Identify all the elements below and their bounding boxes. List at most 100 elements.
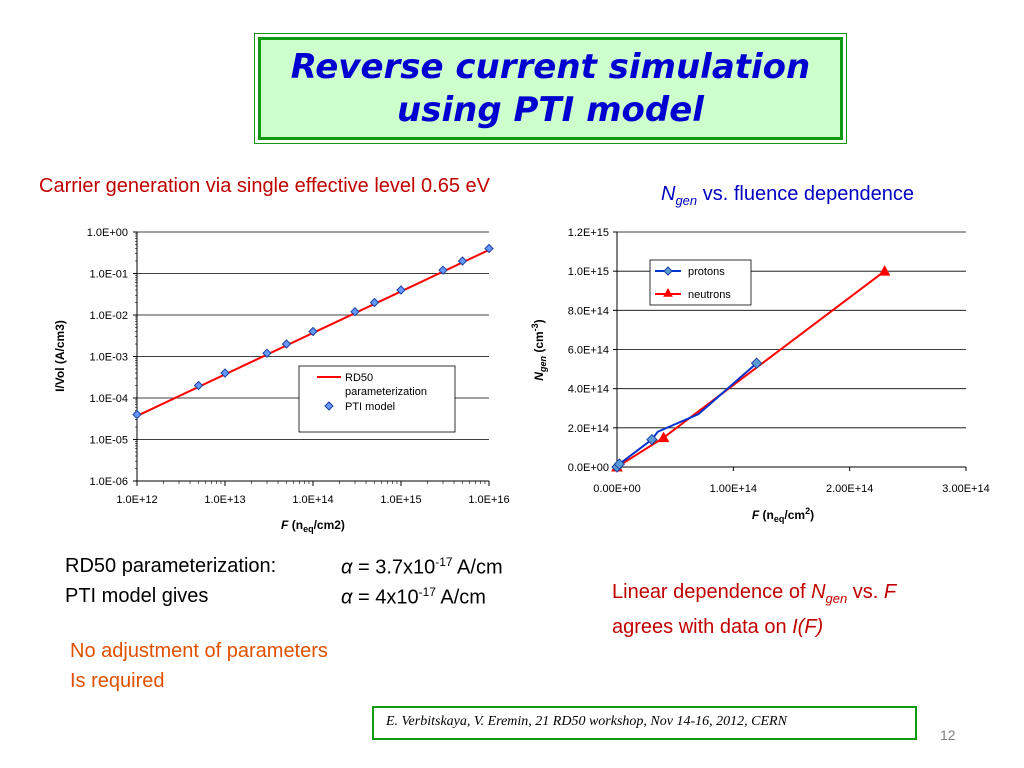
left-y-axis-label: I/Vol (A/cm3) — [53, 320, 67, 392]
right-y-tick-label: 0.0E+00 — [568, 462, 609, 474]
right-ylabel-n: N — [532, 372, 546, 381]
right-ylabel-sup: -3 — [530, 323, 540, 331]
left-pti-point — [220, 368, 230, 378]
right-protons-point — [750, 357, 763, 369]
left-xlabel-pre: (n — [288, 518, 303, 532]
left-pti-point — [369, 297, 380, 308]
rd50-alpha-line: α = 3.7x10-17 A/cm — [341, 555, 503, 580]
left-pti-point — [132, 409, 142, 420]
right-legend: protons neutrons — [649, 259, 752, 306]
right-x-tick-label: 1.00E+14 — [710, 483, 757, 495]
left-y-tick-label: 1.0E-04 — [89, 393, 128, 405]
pti-line: PTI model gives — [65, 585, 208, 608]
left-pti-point — [308, 326, 318, 337]
right-xlabel-sub: eq — [774, 514, 785, 524]
left-legend-box — [298, 365, 456, 433]
right-protons-point — [646, 433, 658, 446]
nr-f: F — [883, 581, 897, 603]
left-xlabel-sub: eq — [303, 524, 314, 534]
right-legend-protons-marker — [663, 266, 673, 276]
right-y-tick-label: 4.0E+14 — [568, 384, 609, 396]
caption-sub: gen — [675, 193, 698, 208]
left-x-axis-label: F (neq/cm2) — [281, 518, 345, 534]
nr-p1: Linear dependence of — [612, 581, 812, 603]
nr-p2: vs. — [847, 581, 884, 603]
right-ylabel-sub: gen — [538, 356, 548, 374]
right-protons-point — [613, 458, 626, 470]
left-y-tick-label: 1.0E-05 — [89, 435, 128, 447]
note-right-line-1: Linear dependence of Ngen vs. F — [612, 578, 896, 613]
note-line-2: Is required — [70, 670, 165, 692]
left-chart: 1.0E-06 1.0E-05 1.0E-04 1.0E-03 1.0E-02 1.0E-… — [53, 227, 510, 534]
right-xlabel-f: F — [752, 508, 760, 522]
slide-title: Reverse current simulation using PTI mod… — [261, 40, 840, 137]
left-pti-point — [484, 243, 494, 254]
left-x-tick-label: 1.0E+16 — [468, 494, 509, 506]
linear-dependence-note: Linear dependence of Ngen vs. F agrees w… — [612, 578, 896, 642]
right-chart-caption: Ngen vs. fluence dependence — [661, 183, 914, 208]
left-legend-rd50-1: RD50 — [345, 372, 373, 384]
right-xlabel-sup: 2 — [805, 506, 810, 516]
nr-line2b: I(F) — [792, 616, 824, 638]
right-legend-protons: protons — [688, 266, 725, 278]
right-x-tick-label: 2.00E+14 — [826, 483, 873, 495]
right-neutrons-point — [657, 431, 670, 443]
left-pti-point — [262, 348, 272, 358]
right-y-tick-label: 8.0E+14 — [568, 305, 609, 317]
left-y-tick-label: 1.0E-06 — [89, 476, 128, 488]
pti-unit: A/cm — [435, 586, 486, 609]
left-legend-pti: PTI model — [345, 401, 395, 413]
left-y-tick-label: 1.0E-03 — [89, 352, 128, 364]
left-x-tick-label: 1.0E+14 — [292, 494, 333, 506]
left-pti-point — [193, 380, 204, 391]
left-x-tick-label: 1.0E+13 — [204, 494, 245, 506]
right-y-tick-label: 6.0E+14 — [568, 345, 609, 357]
nr-line2a: agrees with data on — [612, 616, 793, 638]
left-legend: RD50 parameterization PTI model — [298, 365, 456, 433]
left-xlabel-post: /cm2) — [314, 518, 345, 532]
title-line-2: using PTI model — [397, 89, 704, 130]
right-xlabel-post: /cm — [784, 508, 805, 522]
right-legend-neutrons: neutrons — [688, 289, 731, 301]
right-ylabel-close: ) — [532, 319, 546, 323]
no-adjustment-note: No adjustment of parameters Is required — [70, 636, 328, 696]
rd50-label: RD50 parameterization: — [65, 555, 277, 577]
pti-exp: -17 — [418, 585, 436, 599]
right-xlabel-close: ) — [810, 508, 814, 522]
rd50-line: RD50 parameterization: — [65, 555, 276, 578]
left-pti-point — [457, 256, 468, 266]
pti-eq: = 4x10 — [352, 586, 419, 609]
right-protons-line — [616, 362, 758, 468]
left-y-tick-label: 1.0E+00 — [87, 227, 128, 239]
left-x-tick-label: 1.0E+12 — [116, 494, 157, 506]
right-neutrons-point — [878, 265, 891, 276]
right-y-tick-label: 1.0E+15 — [568, 266, 609, 278]
rd50-exp: -17 — [435, 555, 453, 569]
pti-alpha: α — [341, 586, 353, 609]
pti-label: PTI model gives — [65, 585, 209, 607]
citation: E. Verbitskaya, V. Eremin, 21 RD50 works… — [372, 706, 917, 740]
right-x-axis-label: F (neq/cm2) — [752, 506, 814, 524]
right-y-tick-label: 2.0E+14 — [568, 423, 609, 435]
note-right-line-2: agrees with data on I(F) — [612, 613, 896, 642]
right-legend-neutrons-marker — [663, 287, 673, 297]
left-pti-point — [350, 307, 360, 317]
note-line-1: No adjustment of parameters — [70, 640, 328, 662]
left-pti-point — [438, 265, 448, 275]
pti-alpha-line: α = 4x10-17 A/cm — [341, 585, 486, 610]
nr-sub: gen — [825, 591, 848, 606]
left-legend-rd50-2: parameterization — [345, 386, 427, 398]
left-pti-point — [281, 339, 292, 349]
left-chart-caption: Carrier generation via single effective … — [39, 175, 490, 197]
rd50-unit: A/cm — [452, 556, 503, 579]
title-line-1: Reverse current simulation — [290, 46, 811, 87]
left-legend-diamond-swatch — [324, 401, 334, 411]
right-y-tick-label: 1.2E+15 — [568, 227, 609, 239]
right-ylabel-pre: (cm — [532, 331, 546, 356]
right-chart: 0.0E+00 2.0E+14 4.0E+14 6.0E+14 8.0E+14 1.0E+… — [530, 227, 990, 524]
caption-n: N — [661, 183, 676, 205]
left-y-tick-label: 1.0E-02 — [89, 310, 128, 322]
caption-rest: vs. fluence dependence — [697, 183, 914, 205]
left-pti-point — [396, 285, 406, 295]
